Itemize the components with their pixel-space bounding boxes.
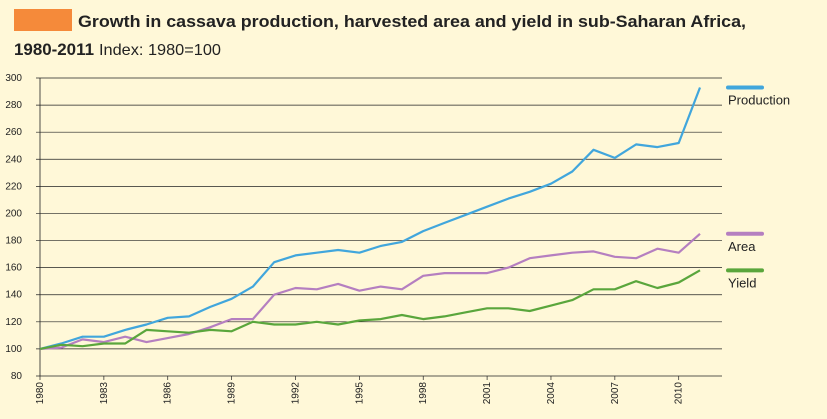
- legend-label: Yield: [728, 275, 756, 290]
- x-tick-label: 2010: [674, 382, 685, 405]
- legend-label: Production: [728, 92, 790, 107]
- title-years: 1980-2011: [14, 40, 94, 59]
- x-tick-label: 1989: [227, 382, 238, 405]
- legend-label: Area: [728, 239, 756, 254]
- x-tick-label: 2001: [482, 382, 493, 405]
- y-tick-label: 80: [11, 371, 23, 382]
- subtitle: Index: 1980=100: [99, 42, 221, 59]
- chart-title: Growth in cassava production, harvested …: [78, 12, 746, 31]
- y-tick-label: 300: [5, 73, 22, 84]
- x-tick-label: 1992: [290, 382, 301, 405]
- y-tick-label: 240: [5, 154, 22, 165]
- y-tick-label: 160: [5, 263, 22, 274]
- y-tick-label: 260: [5, 127, 22, 138]
- y-tick-label: 280: [5, 100, 22, 111]
- x-tick-label: 1995: [354, 382, 365, 405]
- series-line: [39, 232, 701, 350]
- series-line: [39, 87, 702, 350]
- y-tick-label: 100: [5, 344, 22, 355]
- series-line: [39, 269, 701, 350]
- x-tick-label: 2007: [610, 382, 621, 405]
- y-tick-label: 200: [5, 208, 22, 219]
- title-swatch: [14, 9, 72, 31]
- x-tick-label: 1980: [35, 382, 46, 405]
- x-tick-label: 2004: [546, 382, 557, 405]
- y-tick-label: 180: [5, 236, 22, 247]
- y-tick-label: 220: [5, 181, 22, 192]
- y-tick-label: 140: [5, 290, 22, 301]
- x-tick-label: 1986: [163, 382, 174, 405]
- y-tick-label: 120: [5, 317, 22, 328]
- x-tick-label: 1983: [99, 382, 110, 405]
- x-tick-label: 1998: [418, 382, 429, 405]
